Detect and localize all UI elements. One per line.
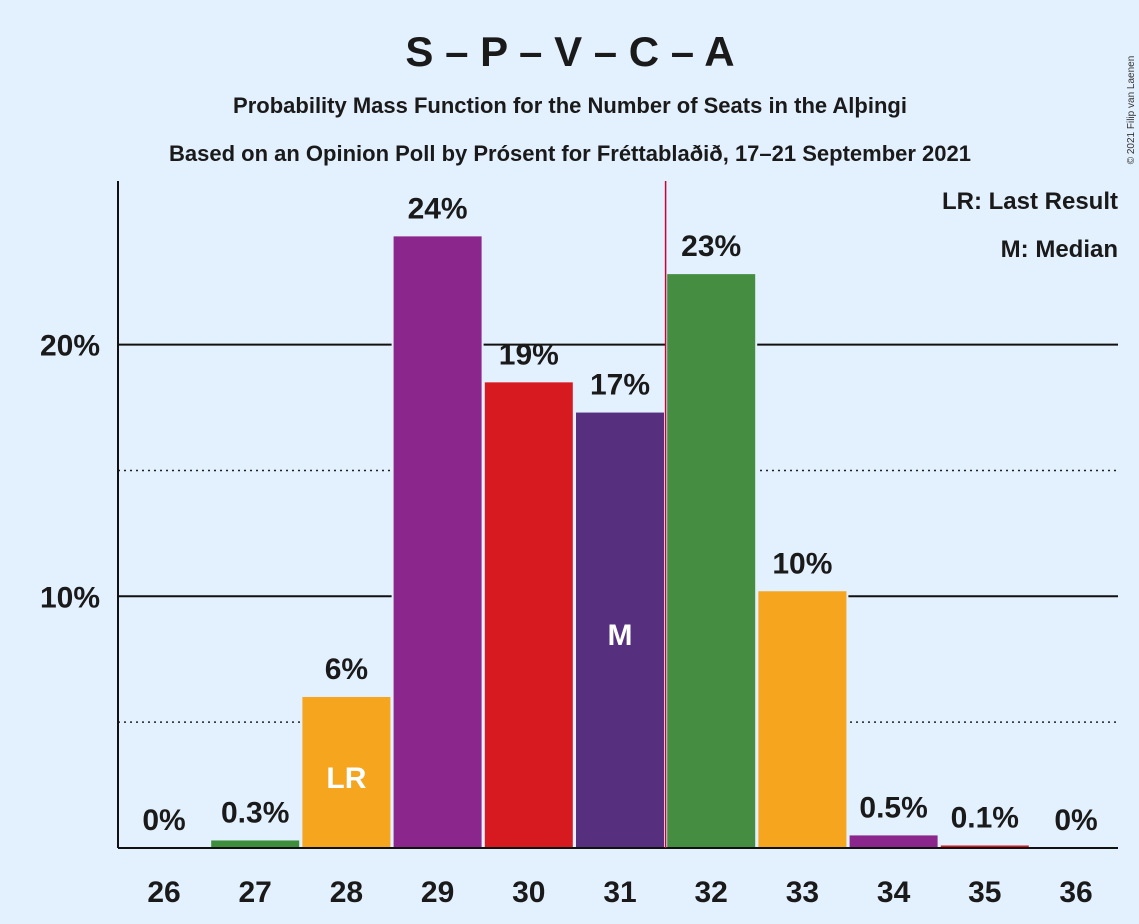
x-tick-label: 27 — [239, 876, 272, 909]
median-marker: M — [608, 619, 633, 652]
x-tick-label: 26 — [147, 876, 180, 909]
data-label: 0.3% — [221, 796, 289, 829]
data-label: 0.5% — [859, 791, 927, 824]
x-tick-label: 34 — [877, 876, 911, 909]
x-tick-label: 30 — [512, 876, 545, 909]
bar-gap — [938, 841, 1031, 847]
chart-subtitle-2: Based on an Opinion Poll by Prósent for … — [169, 141, 971, 166]
y-tick-label: 20% — [40, 330, 100, 363]
x-tick-label: 28 — [330, 876, 363, 909]
legend-median: M: Median — [1001, 236, 1118, 263]
bar-seat-28 — [302, 696, 391, 847]
bar-seat-30 — [484, 382, 573, 847]
bar-seat-35 — [940, 845, 1029, 847]
annotations: 0% 26 0.3% 27 6% 28 LR 24% 29 19% 30 17% 31 M 23% 32 10%… — [142, 181, 1098, 909]
x-tick-label: 32 — [695, 876, 728, 909]
data-label: 10% — [772, 547, 832, 580]
copyright-text: © 2021 Filip van Laenen — [1126, 56, 1137, 165]
x-tick-label: 36 — [1059, 876, 1092, 909]
data-label: 24% — [408, 192, 468, 225]
data-label: 17% — [590, 369, 650, 402]
x-tick-label: 35 — [968, 876, 1001, 909]
x-tick-label: 29 — [421, 876, 454, 909]
bar-seat-32 — [667, 274, 756, 847]
y-tick-label: 10% — [40, 581, 100, 614]
bars — [209, 232, 1031, 847]
chart-subtitle-1: Probability Mass Function for the Number… — [233, 93, 907, 118]
data-label: 23% — [681, 230, 741, 263]
data-label: 6% — [325, 653, 368, 686]
chart-title: S – P – V – C – A — [405, 28, 734, 75]
data-label: 0.1% — [951, 801, 1019, 834]
bar-seat-34 — [849, 835, 938, 847]
data-label: 0% — [142, 804, 185, 837]
data-label: 0% — [1054, 804, 1097, 837]
legend-last-result: LR: Last Result — [942, 188, 1118, 215]
data-label: 19% — [499, 338, 559, 371]
bar-seat-31 — [576, 412, 664, 847]
x-tick-label: 31 — [603, 876, 636, 909]
bar-seat-33 — [758, 591, 847, 847]
last-result-marker: LR — [326, 762, 366, 795]
bar-seat-29 — [393, 236, 482, 847]
x-tick-label: 33 — [786, 876, 819, 909]
bar-seat-27 — [211, 840, 300, 847]
